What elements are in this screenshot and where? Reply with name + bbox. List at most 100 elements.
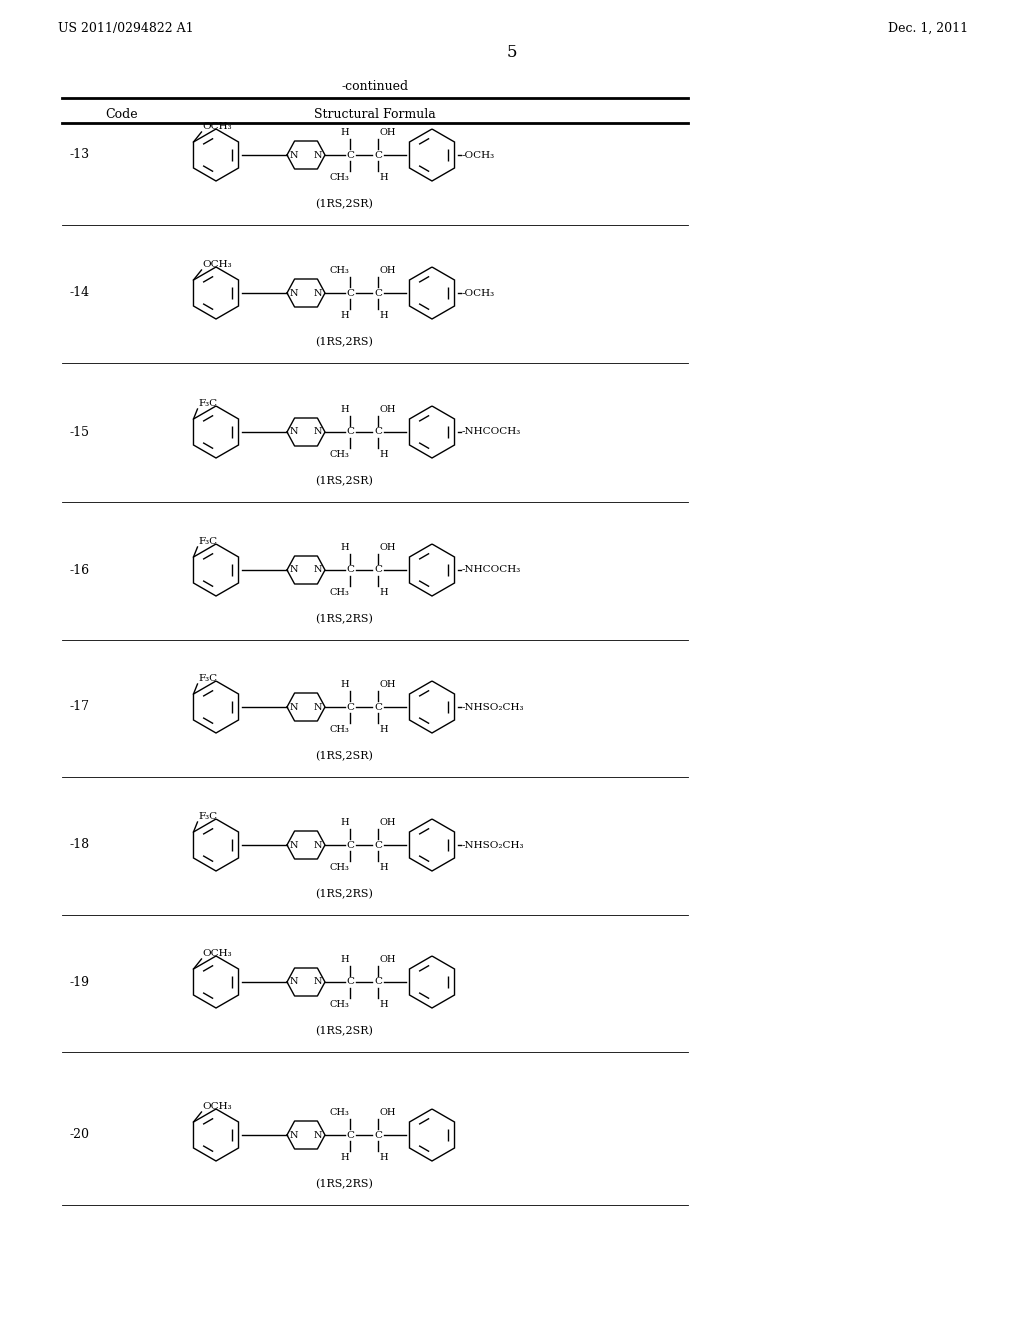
Text: OH: OH [379,267,395,275]
Text: (1RS,2SR): (1RS,2SR) [315,477,373,486]
Text: CH₃: CH₃ [329,1001,349,1008]
Text: N: N [313,150,323,160]
Text: N: N [290,289,298,297]
Text: N: N [313,565,323,574]
Text: H: H [340,680,349,689]
Text: -18: -18 [70,838,90,851]
Text: N: N [290,1130,298,1139]
Text: N: N [290,841,298,850]
Text: H: H [340,543,349,552]
Text: C: C [374,978,382,986]
Text: -20: -20 [70,1129,90,1142]
Text: H: H [340,954,349,964]
Text: N: N [313,428,323,437]
Text: H: H [379,725,388,734]
Text: (1RS,2SR): (1RS,2SR) [315,1026,373,1036]
Text: F₃C: F₃C [199,675,218,682]
Text: 5: 5 [507,44,517,61]
Text: CH₃: CH₃ [329,267,349,275]
Text: (1RS,2RS): (1RS,2RS) [315,1179,373,1189]
Text: C: C [346,428,354,437]
Text: H: H [379,450,388,459]
Text: OH: OH [379,954,395,964]
Text: C: C [374,428,382,437]
Text: -OCH₃: -OCH₃ [462,150,496,160]
Text: CH₃: CH₃ [329,587,349,597]
Text: CH₃: CH₃ [329,173,349,182]
Text: (1RS,2RS): (1RS,2RS) [315,337,373,347]
Text: OCH₃: OCH₃ [203,121,232,131]
Text: H: H [340,128,349,137]
Text: -19: -19 [70,975,90,989]
Text: -NHCOCH₃: -NHCOCH₃ [462,428,521,437]
Text: C: C [346,841,354,850]
Text: CH₃: CH₃ [329,725,349,734]
Text: N: N [313,1130,323,1139]
Text: H: H [340,818,349,828]
Text: C: C [346,565,354,574]
Text: H: H [340,405,349,414]
Text: (1RS,2RS): (1RS,2RS) [315,888,373,899]
Text: H: H [379,312,388,319]
Text: -continued: -continued [341,81,409,92]
Text: (1RS,2SR): (1RS,2SR) [315,199,373,210]
Text: N: N [290,702,298,711]
Text: C: C [346,289,354,297]
Text: US 2011/0294822 A1: US 2011/0294822 A1 [58,22,194,36]
Text: N: N [290,565,298,574]
Text: CH₃: CH₃ [329,1107,349,1117]
Text: C: C [374,1130,382,1139]
Text: C: C [346,1130,354,1139]
Text: OH: OH [379,405,395,414]
Text: -13: -13 [70,149,90,161]
Text: N: N [313,978,323,986]
Text: OH: OH [379,543,395,552]
Text: CH₃: CH₃ [329,450,349,459]
Text: C: C [374,565,382,574]
Text: N: N [290,150,298,160]
Text: H: H [340,312,349,319]
Text: OCH₃: OCH₃ [203,949,232,958]
Text: -OCH₃: -OCH₃ [462,289,496,297]
Text: Structural Formula: Structural Formula [314,108,436,121]
Text: C: C [374,841,382,850]
Text: -17: -17 [70,701,90,714]
Text: H: H [340,1152,349,1162]
Text: OCH₃: OCH₃ [203,260,232,269]
Text: OH: OH [379,1107,395,1117]
Text: OH: OH [379,128,395,137]
Text: -NHSO₂CH₃: -NHSO₂CH₃ [462,702,524,711]
Text: -16: -16 [70,564,90,577]
Text: CH₃: CH₃ [329,863,349,873]
Text: OCH₃: OCH₃ [203,1102,232,1111]
Text: N: N [290,428,298,437]
Text: F₃C: F₃C [199,399,218,408]
Text: -NHSO₂CH₃: -NHSO₂CH₃ [462,841,524,850]
Text: H: H [379,863,388,873]
Text: OH: OH [379,680,395,689]
Text: H: H [379,173,388,182]
Text: Dec. 1, 2011: Dec. 1, 2011 [888,22,968,36]
Text: N: N [290,978,298,986]
Text: N: N [313,841,323,850]
Text: N: N [313,702,323,711]
Text: C: C [374,150,382,160]
Text: C: C [346,702,354,711]
Text: -NHCOCH₃: -NHCOCH₃ [462,565,521,574]
Text: C: C [374,702,382,711]
Text: C: C [346,150,354,160]
Text: H: H [379,587,388,597]
Text: F₃C: F₃C [199,812,218,821]
Text: OH: OH [379,818,395,828]
Text: -15: -15 [70,425,90,438]
Text: F₃C: F₃C [199,537,218,546]
Text: (1RS,2SR): (1RS,2SR) [315,751,373,762]
Text: (1RS,2RS): (1RS,2RS) [315,614,373,624]
Text: -14: -14 [70,286,90,300]
Text: Code: Code [105,108,137,121]
Text: N: N [313,289,323,297]
Text: H: H [379,1152,388,1162]
Text: H: H [379,1001,388,1008]
Text: C: C [374,289,382,297]
Text: C: C [346,978,354,986]
